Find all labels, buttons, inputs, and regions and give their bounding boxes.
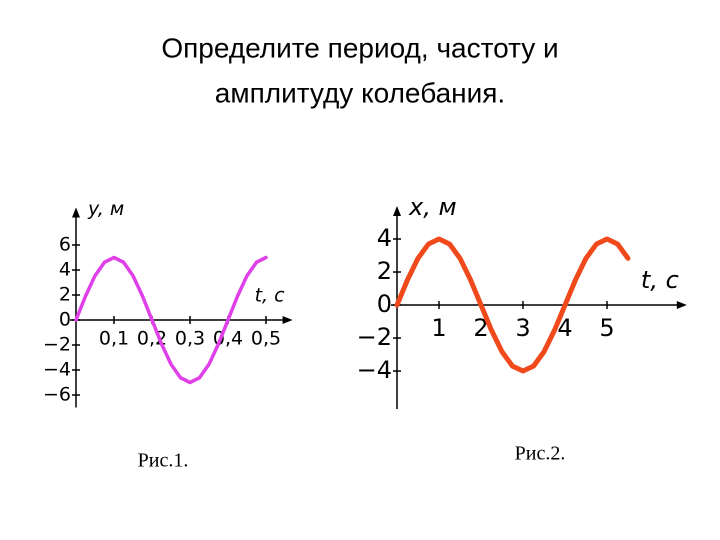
y-tick-label: 0 (377, 290, 392, 318)
x-axis-arrow (282, 316, 293, 324)
x-axis-label: t, с (641, 266, 679, 294)
data-line (74, 255, 268, 385)
x-tick-label: 1 (431, 314, 446, 342)
y-tick-label: −4 (43, 359, 71, 381)
y-tick-label: −2 (357, 323, 392, 351)
y-tick-label: −4 (357, 356, 392, 384)
slide-title: Определите период, частоту и (161, 32, 558, 63)
x-axis-arrow (676, 301, 687, 310)
x-tick-label: 0,3 (175, 328, 205, 350)
y-tick-label: 2 (59, 284, 71, 306)
x-axis-label: t, с (255, 285, 286, 307)
y-axis-arrow (393, 206, 401, 216)
y-tick-label: 0 (59, 309, 71, 331)
x-tick-label: 0,4 (213, 328, 243, 350)
x-tick-label: 4 (557, 314, 572, 342)
x-tick-label: 0,5 (251, 328, 281, 350)
x-tick-label: 5 (599, 314, 614, 342)
x-tick-label: 0,1 (99, 328, 129, 350)
caption: Рис.1. (138, 450, 189, 472)
x-tick-label: 3 (515, 314, 530, 342)
y-tick-label: 4 (59, 259, 71, 281)
x-tick-label: 2 (473, 314, 488, 342)
y-axis-label: y, м (87, 198, 124, 220)
y-axis-label: x, м (408, 193, 457, 221)
y-tick-label: −6 (43, 384, 71, 406)
y-tick-label: 4 (377, 224, 392, 252)
y-tick-label: 6 (59, 234, 71, 256)
y-axis-arrow (72, 207, 80, 218)
y-tick-label: −2 (43, 334, 71, 356)
caption: Рис.2. (515, 443, 566, 465)
y-tick-label: 2 (377, 257, 392, 285)
data-line (394, 236, 631, 374)
slide-title: амплитуду колебания. (215, 77, 505, 108)
x-tick-label: 0,2 (137, 328, 167, 350)
